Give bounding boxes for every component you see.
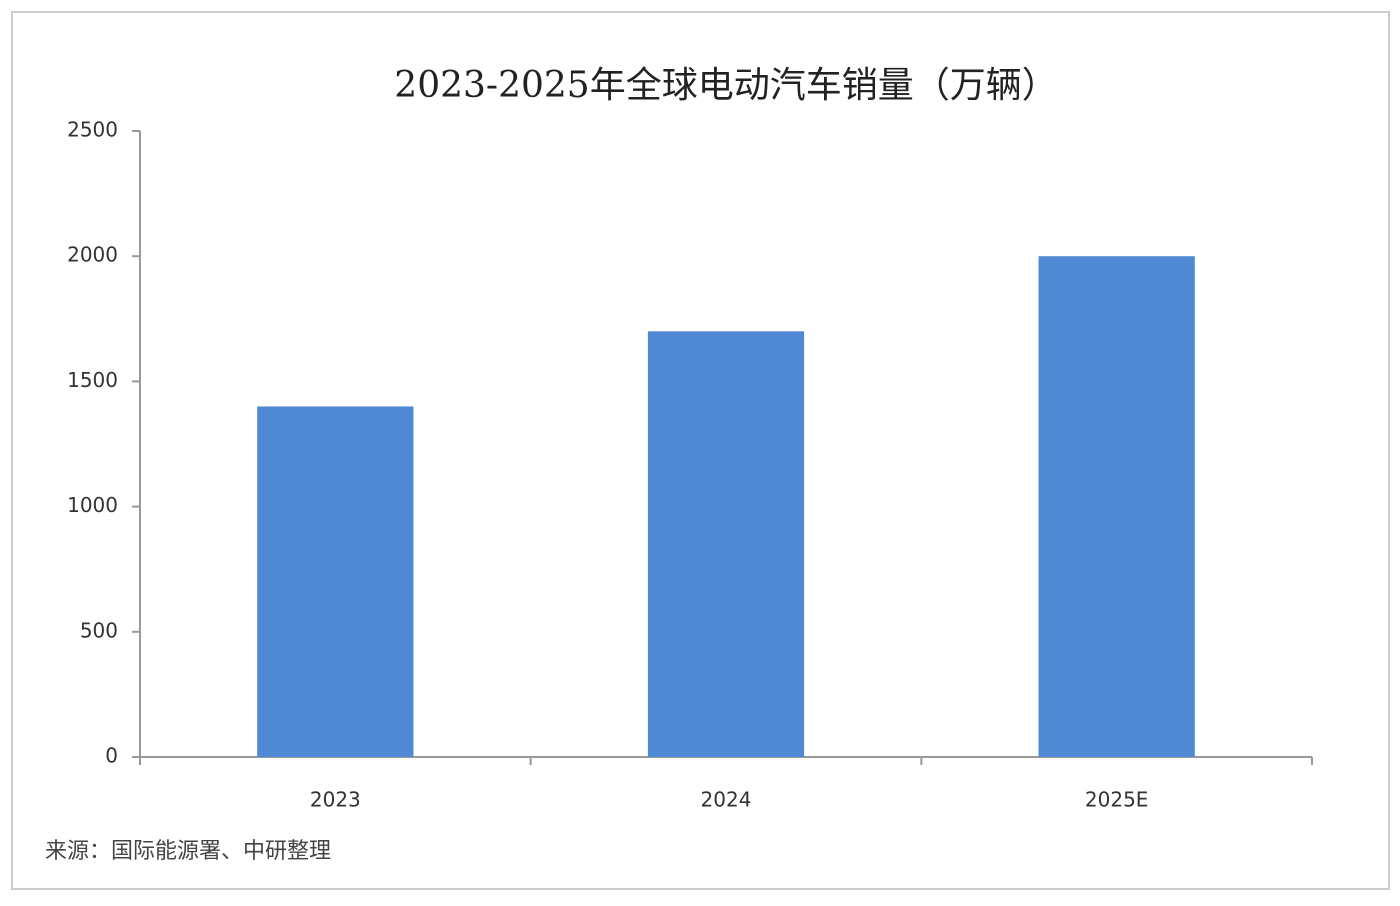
bar xyxy=(1038,256,1195,757)
y-tick-label: 2500 xyxy=(67,118,118,142)
x-tick-label: 2023 xyxy=(310,788,361,812)
y-tick-label: 1500 xyxy=(67,368,118,392)
x-tick-label: 2024 xyxy=(701,788,752,812)
chart-title: 2023-2025年全球电动汽车销量（万辆） xyxy=(394,65,1057,106)
y-tick-label: 0 xyxy=(105,744,118,768)
source-note: 来源：国际能源署、中研整理 xyxy=(45,839,331,864)
bar xyxy=(647,331,805,757)
x-tick-label: 2025E xyxy=(1085,788,1149,812)
bar xyxy=(257,406,414,757)
y-tick-label: 500 xyxy=(80,618,118,642)
y-tick-label: 1000 xyxy=(67,493,118,517)
y-tick-label: 2000 xyxy=(67,243,118,267)
